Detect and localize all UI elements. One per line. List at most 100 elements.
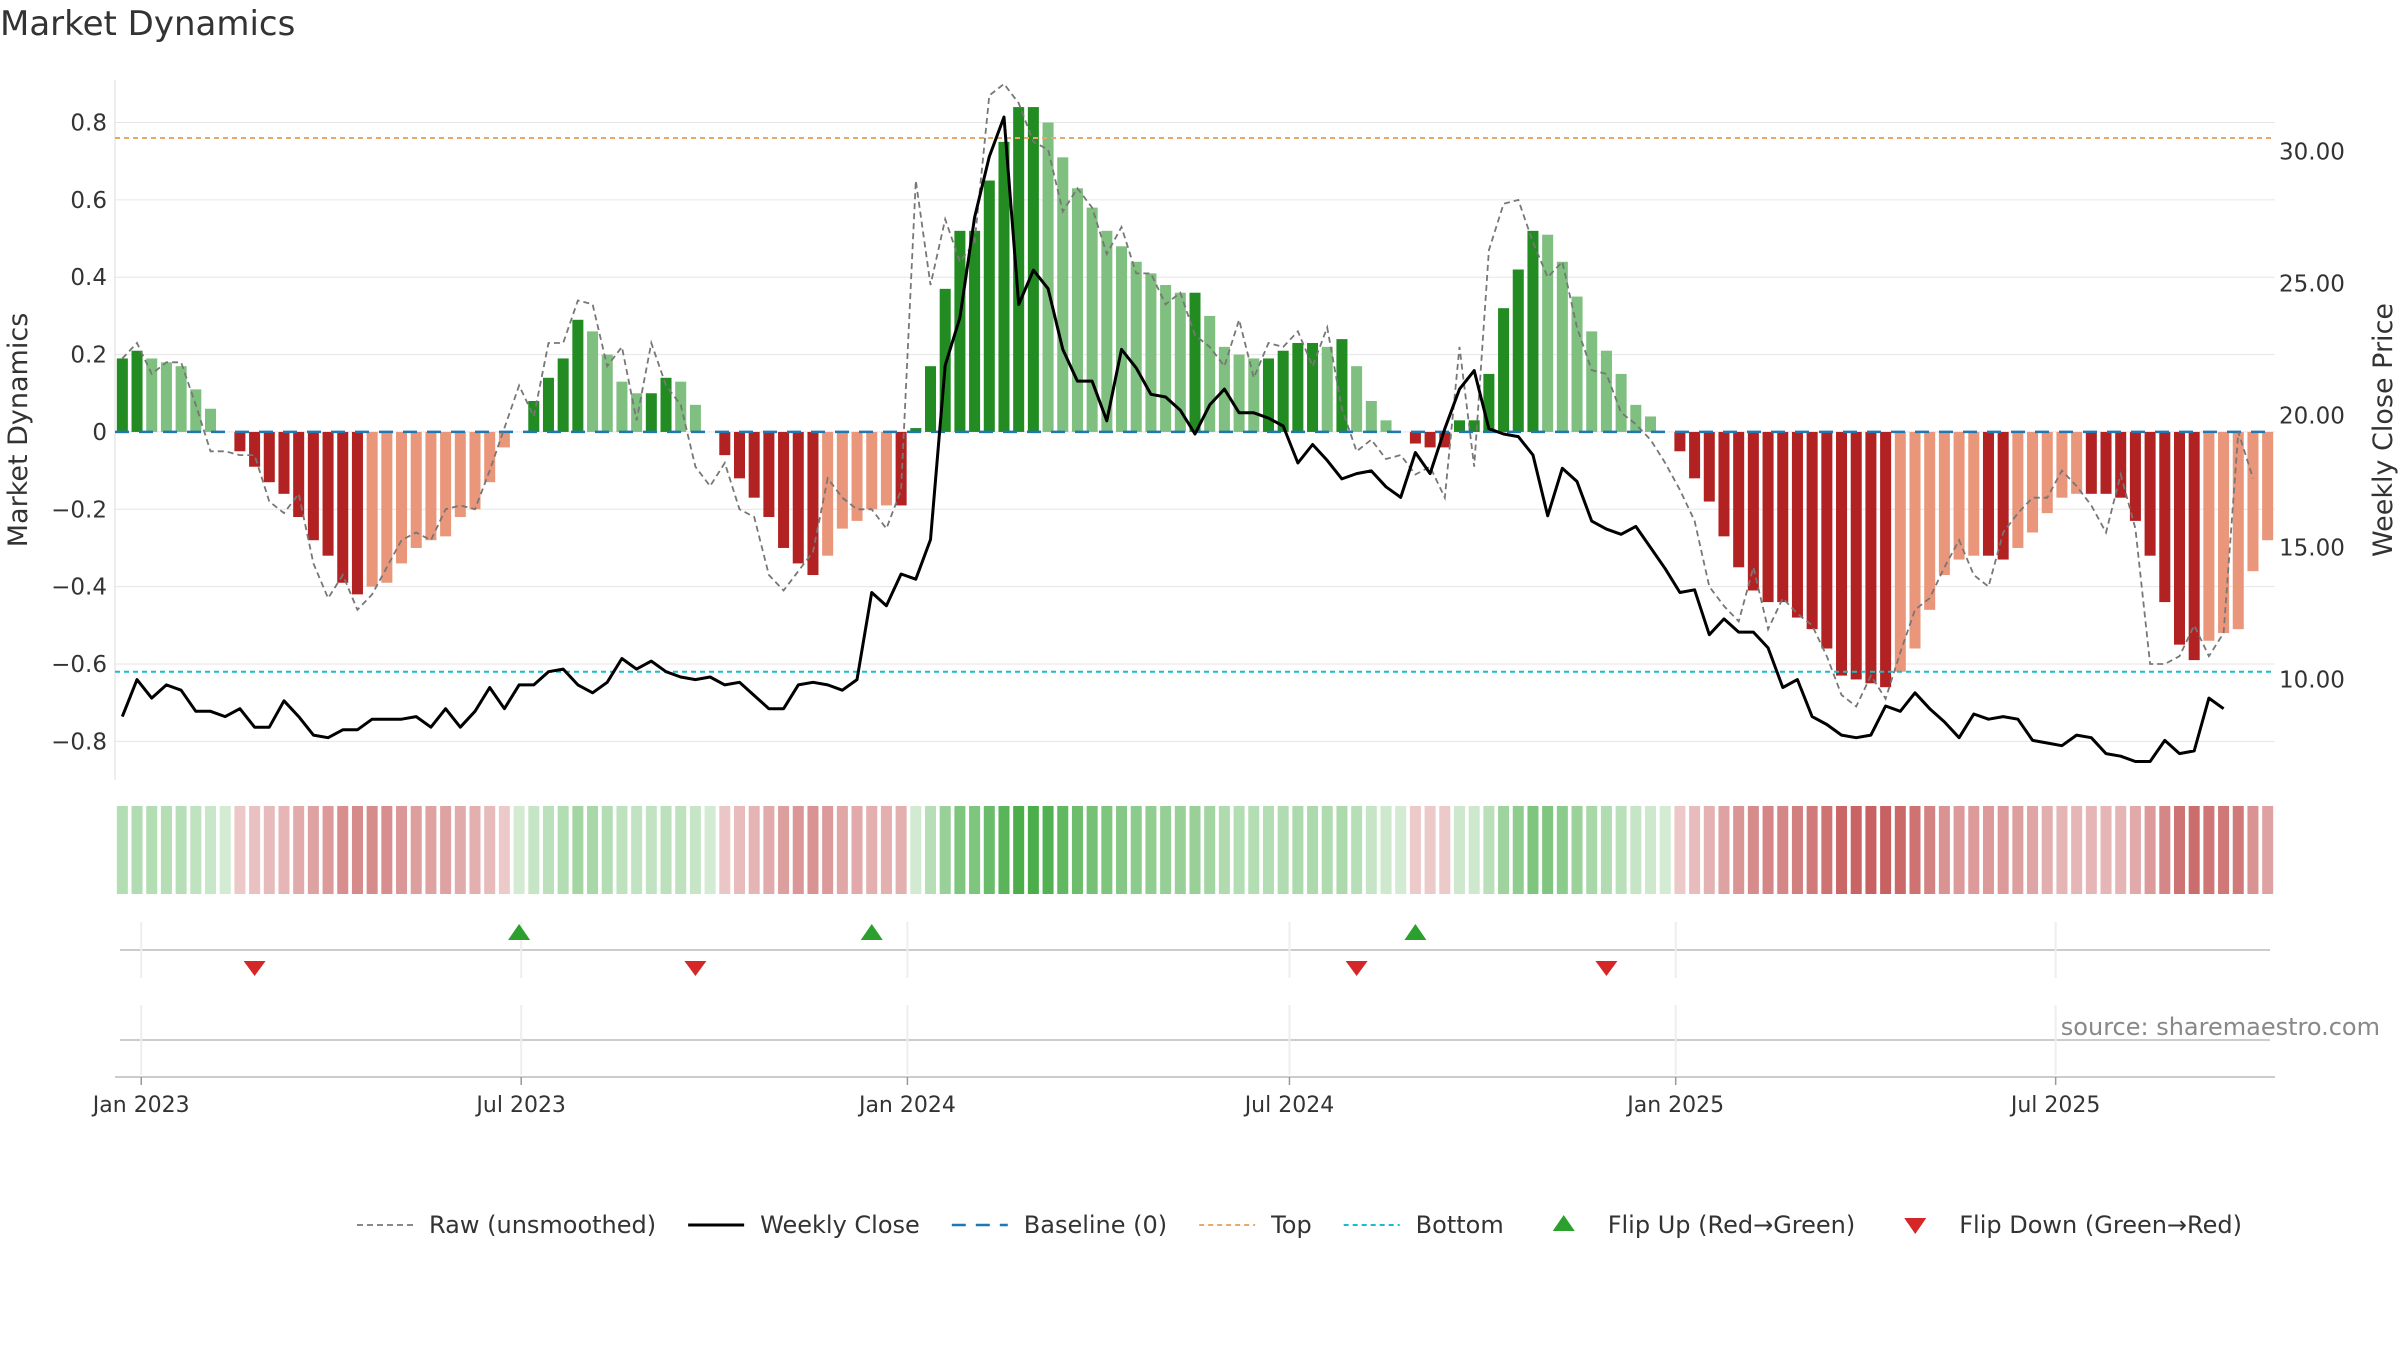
regime-band-cell <box>1395 806 1407 894</box>
bar <box>2115 431 2127 498</box>
bar <box>1498 308 1510 432</box>
regime-band-cell <box>513 806 525 894</box>
regime-band-cell <box>1894 806 1906 894</box>
regime-band-cell <box>2218 806 2230 894</box>
regime-band-cell <box>1262 806 1274 894</box>
bar <box>998 141 1010 432</box>
bar <box>1850 431 1862 680</box>
regime-band-cell <box>2041 806 2053 894</box>
bar <box>2085 431 2097 494</box>
bar <box>2188 431 2200 661</box>
regime-band-cell <box>675 806 687 894</box>
bar <box>836 431 848 529</box>
bar <box>322 431 334 556</box>
bar <box>2232 431 2244 630</box>
regime-band-cell <box>1997 806 2009 894</box>
bar <box>293 431 305 518</box>
bar <box>381 431 393 583</box>
y-tick-label: −0.8 <box>51 729 107 755</box>
regime-band-cell <box>587 806 599 894</box>
regime-band-cell <box>763 806 775 894</box>
regime-band-cell <box>792 806 804 894</box>
regime-band-cell <box>1277 806 1289 894</box>
bar <box>778 431 790 548</box>
regime-band-cell <box>1968 806 1980 894</box>
bar <box>454 431 466 518</box>
bar <box>910 428 922 432</box>
regime-band-cell <box>1351 806 1363 894</box>
regime-band-cell <box>733 806 745 894</box>
regime-band-cell <box>410 806 422 894</box>
regime-band-cell <box>2085 806 2097 894</box>
bar <box>116 358 128 432</box>
regime-band-cell <box>1953 806 1965 894</box>
legend-label: Bottom <box>1416 1211 1504 1239</box>
bar <box>601 354 613 432</box>
regime-band-cell <box>322 806 334 894</box>
regime-band-cell <box>1527 806 1539 894</box>
bar <box>410 431 422 548</box>
regime-band-cell <box>1982 806 1994 894</box>
bar <box>1733 431 1745 568</box>
x-tick-label: Jul 2025 <box>2009 1093 2101 1118</box>
legend-label: Top <box>1270 1211 1312 1239</box>
regime-band-cell <box>1145 806 1157 894</box>
bar <box>1013 107 1025 432</box>
legend-item: Bottom <box>1343 1211 1504 1239</box>
raw-series-line <box>121 82 2254 708</box>
bar <box>645 393 657 432</box>
regime-band-cell <box>601 806 613 894</box>
regime-band-cell <box>748 806 760 894</box>
regime-band-cell <box>1086 806 1098 894</box>
regime-band-cell <box>2071 806 2083 894</box>
legend-item: Flip Up (Red→Green) <box>1552 1211 1856 1239</box>
regime-band-cell <box>557 806 569 894</box>
regime-band-cell <box>2159 806 2171 894</box>
regime-band-cell <box>983 806 995 894</box>
regime-band-cell <box>1674 806 1686 894</box>
y2-tick-label: 20.00 <box>2279 403 2345 429</box>
bar <box>1130 261 1142 432</box>
bar <box>1821 431 1833 649</box>
bar <box>792 431 804 564</box>
regime-band-cell <box>1057 806 1069 894</box>
bar <box>851 431 863 521</box>
regime-band-cell <box>1703 806 1715 894</box>
bar <box>234 431 246 452</box>
bar <box>1982 431 1994 556</box>
regime-band-cell <box>1689 806 1701 894</box>
legend-label: Flip Up (Red→Green) <box>1608 1211 1856 1239</box>
bar <box>1880 431 1892 688</box>
regime-band-cell <box>1453 806 1465 894</box>
bar <box>895 431 907 506</box>
regime-band-cell <box>1174 806 1186 894</box>
regime-band-cell <box>293 806 305 894</box>
bar <box>1924 431 1936 610</box>
bar <box>278 431 290 494</box>
bar <box>205 408 217 432</box>
bar <box>469 431 481 510</box>
y-tick-label: −0.4 <box>51 575 107 601</box>
bar <box>1351 366 1363 432</box>
bar <box>263 431 275 483</box>
regime-band-cell <box>910 806 922 894</box>
bar <box>1468 420 1480 432</box>
bar <box>2262 431 2274 541</box>
regime-band-cell <box>116 806 128 894</box>
bar <box>1453 420 1465 432</box>
regime-band-cell <box>1733 806 1745 894</box>
bar <box>1645 416 1657 432</box>
flip-up-marker <box>1404 924 1427 940</box>
regime-band-cell <box>454 806 466 894</box>
bar <box>1571 296 1583 432</box>
bar <box>807 431 819 576</box>
bar <box>1042 122 1054 432</box>
regime-band-cell <box>381 806 393 894</box>
regime-band-cell <box>866 806 878 894</box>
regime-band-cell <box>2203 806 2215 894</box>
regime-band-cell <box>2144 806 2156 894</box>
regime-band-cell <box>2115 806 2127 894</box>
y-tick-label: 0.4 <box>70 265 107 291</box>
bar <box>1057 157 1069 432</box>
regime-band-cell <box>131 806 143 894</box>
